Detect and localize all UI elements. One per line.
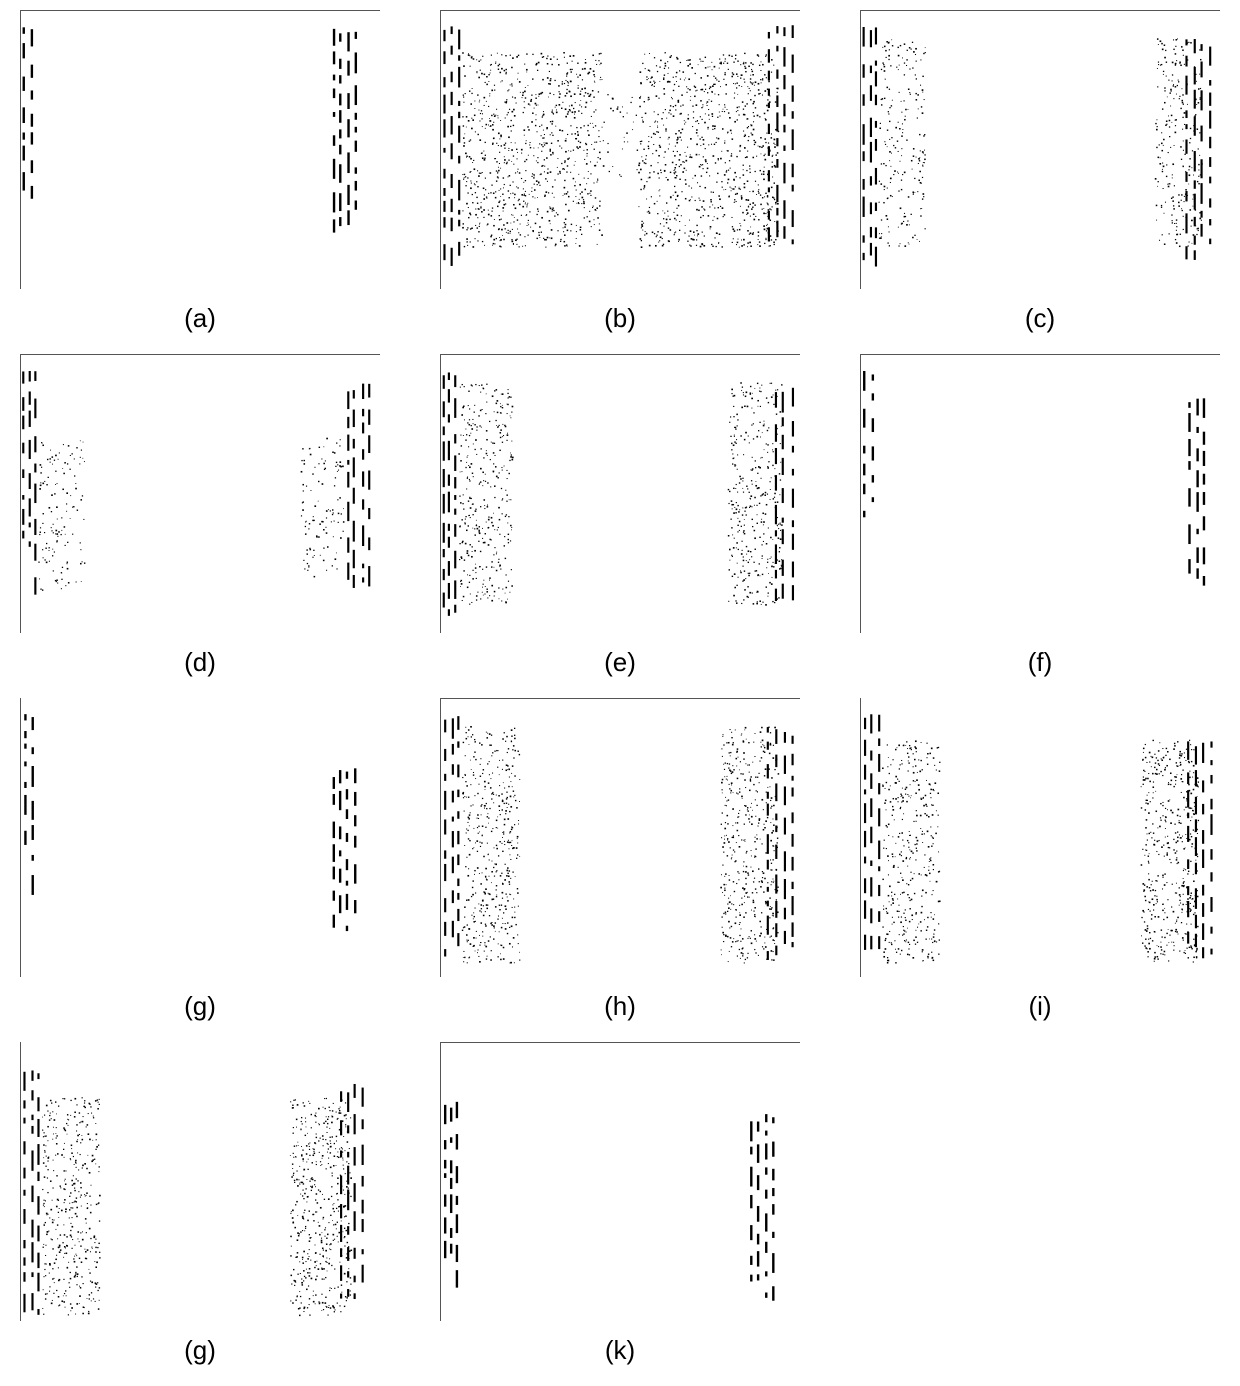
panel-c [860,10,1220,289]
subplot-f: (f) [860,354,1220,678]
subplot-i: (i) [860,698,1220,1022]
subplot-b: (b) [440,10,800,334]
panel-label-d: (d) [184,647,216,678]
panel-label-i: (i) [1028,991,1051,1022]
panel-label-b: (b) [604,303,636,334]
panel-label-e: (e) [604,647,636,678]
panel-g2 [20,1042,380,1321]
panel-e [440,354,800,633]
subplot-a: (a) [20,10,380,334]
subplot-c: (c) [860,10,1220,334]
panel-f [860,354,1220,633]
subplot-e: (e) [440,354,800,678]
subplot-h: (h) [440,698,800,1022]
panel-label-c: (c) [1025,303,1055,334]
figure-grid: (a) (b) (c) (d) (e) (f) (g) (h) (i) (g) (k) [0,0,1240,1386]
subplot-g: (g) [20,698,380,1022]
panel-a [20,10,380,289]
panel-d [20,354,380,633]
panel-label-g2: (g) [184,1335,216,1366]
subplot-k: (k) [440,1042,800,1366]
panel-label-h: (h) [604,991,636,1022]
panel-h [440,698,800,977]
panel-k [440,1042,800,1321]
panel-label-k: (k) [605,1335,635,1366]
panel-label-a: (a) [184,303,216,334]
panel-label-f: (f) [1028,647,1053,678]
subplot-g2: (g) [20,1042,380,1366]
panel-b [440,10,800,289]
panel-label-g: (g) [184,991,216,1022]
panel-g [20,698,380,977]
panel-i [860,698,1220,977]
subplot-d: (d) [20,354,380,678]
